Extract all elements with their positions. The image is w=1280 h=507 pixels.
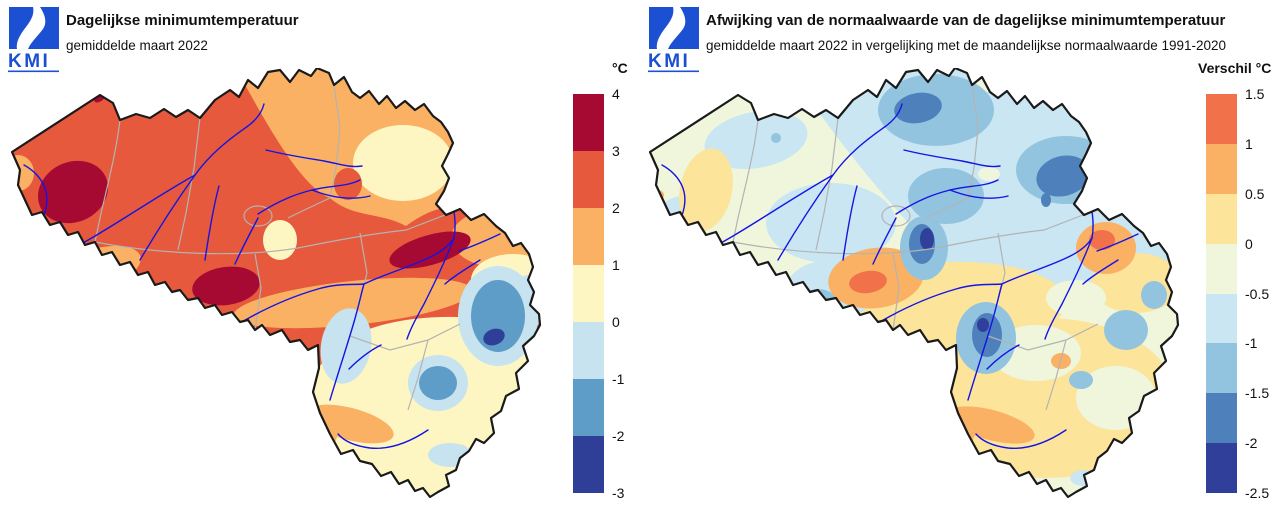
kmi-logo-text: KMI bbox=[648, 51, 690, 72]
legend-tick-label: -0.5 bbox=[1245, 285, 1270, 302]
legend-color-swatch bbox=[573, 436, 604, 493]
anomaly-fill-zones bbox=[650, 68, 1178, 497]
temperature-fill-zones bbox=[12, 68, 540, 497]
legend-title-anomaly: Verschil °C bbox=[1198, 60, 1272, 76]
legend-tick-label: 0 bbox=[1245, 235, 1253, 252]
belgium-map-anomaly bbox=[648, 68, 1180, 499]
legend-color-swatch bbox=[1206, 443, 1237, 493]
legend-color-swatch bbox=[573, 322, 604, 379]
legend-tick-label: 3 bbox=[612, 143, 620, 159]
left-panel-title: Dagelijkse minimumtemperatuur bbox=[66, 12, 299, 29]
kmi-logo: KMI bbox=[8, 6, 60, 81]
kmi-logo-text: KMI bbox=[8, 51, 50, 72]
kmi-logo-icon: KMI bbox=[648, 7, 699, 73]
legend-color-swatch bbox=[1206, 193, 1237, 244]
legend-tick-label: 1 bbox=[612, 257, 620, 273]
legend-color-swatch bbox=[1206, 343, 1237, 394]
legend-title-temperature: °C bbox=[612, 60, 628, 76]
legend-tick-label: -2 bbox=[612, 428, 625, 444]
kmi-logo-icon: KMI bbox=[8, 7, 59, 73]
legend-tick-label: 1.5 bbox=[1245, 86, 1265, 102]
legend-color-swatch bbox=[573, 94, 604, 151]
legend-color-swatch bbox=[573, 265, 604, 322]
legend-color-swatch bbox=[573, 379, 604, 436]
legend-tick-label: -1 bbox=[1245, 335, 1258, 352]
legend-color-swatch bbox=[1206, 293, 1237, 344]
legend-tick-label: 4 bbox=[612, 86, 620, 102]
legend-tick-label: -3 bbox=[612, 485, 625, 501]
legend-color-swatch bbox=[1206, 94, 1237, 144]
legend-tick-label: -1.5 bbox=[1245, 385, 1270, 402]
legend-anomaly: Verschil °C 1.5 1 0.5 0 -0.5 -1 -1.5 -2 -2.5 bbox=[1198, 60, 1280, 507]
legend-color-swatch bbox=[573, 208, 604, 265]
left-panel-subtitle: gemiddelde maart 2022 bbox=[66, 38, 208, 53]
right-panel-title: Afwijking van de normaalwaarde van de da… bbox=[706, 12, 1226, 29]
kmi-logo: KMI bbox=[648, 6, 700, 81]
right-panel-subtitle: gemiddelde maart 2022 in vergelijking me… bbox=[706, 38, 1227, 53]
legend-color-swatch bbox=[1206, 393, 1237, 444]
legend-ticks-anomaly: 1.5 1 0.5 0 -0.5 -1 -1.5 -2 -2.5 bbox=[1245, 86, 1280, 501]
legend-ticks-temperature: 4 3 2 1 0 -1 -2 -3 bbox=[612, 86, 667, 501]
legend-tick-label: 0 bbox=[612, 314, 620, 330]
legend-colorbar-anomaly bbox=[1206, 94, 1237, 493]
legend-colorbar-temperature bbox=[573, 94, 604, 493]
legend-color-swatch bbox=[1206, 243, 1237, 294]
legend-temperature: °C 4 3 2 1 0 -1 -2 -3 bbox=[573, 60, 673, 507]
legend-tick-label: 1 bbox=[1245, 135, 1253, 152]
legend-tick-label: 0.5 bbox=[1245, 185, 1265, 202]
legend-tick-label: -2 bbox=[1245, 435, 1258, 452]
legend-tick-label: -1 bbox=[612, 371, 625, 387]
belgium-map-temperature bbox=[10, 68, 542, 499]
legend-color-swatch bbox=[1206, 143, 1237, 194]
legend-tick-label: -2.5 bbox=[1245, 485, 1270, 501]
legend-color-swatch bbox=[573, 151, 604, 208]
legend-tick-label: 2 bbox=[612, 200, 620, 216]
